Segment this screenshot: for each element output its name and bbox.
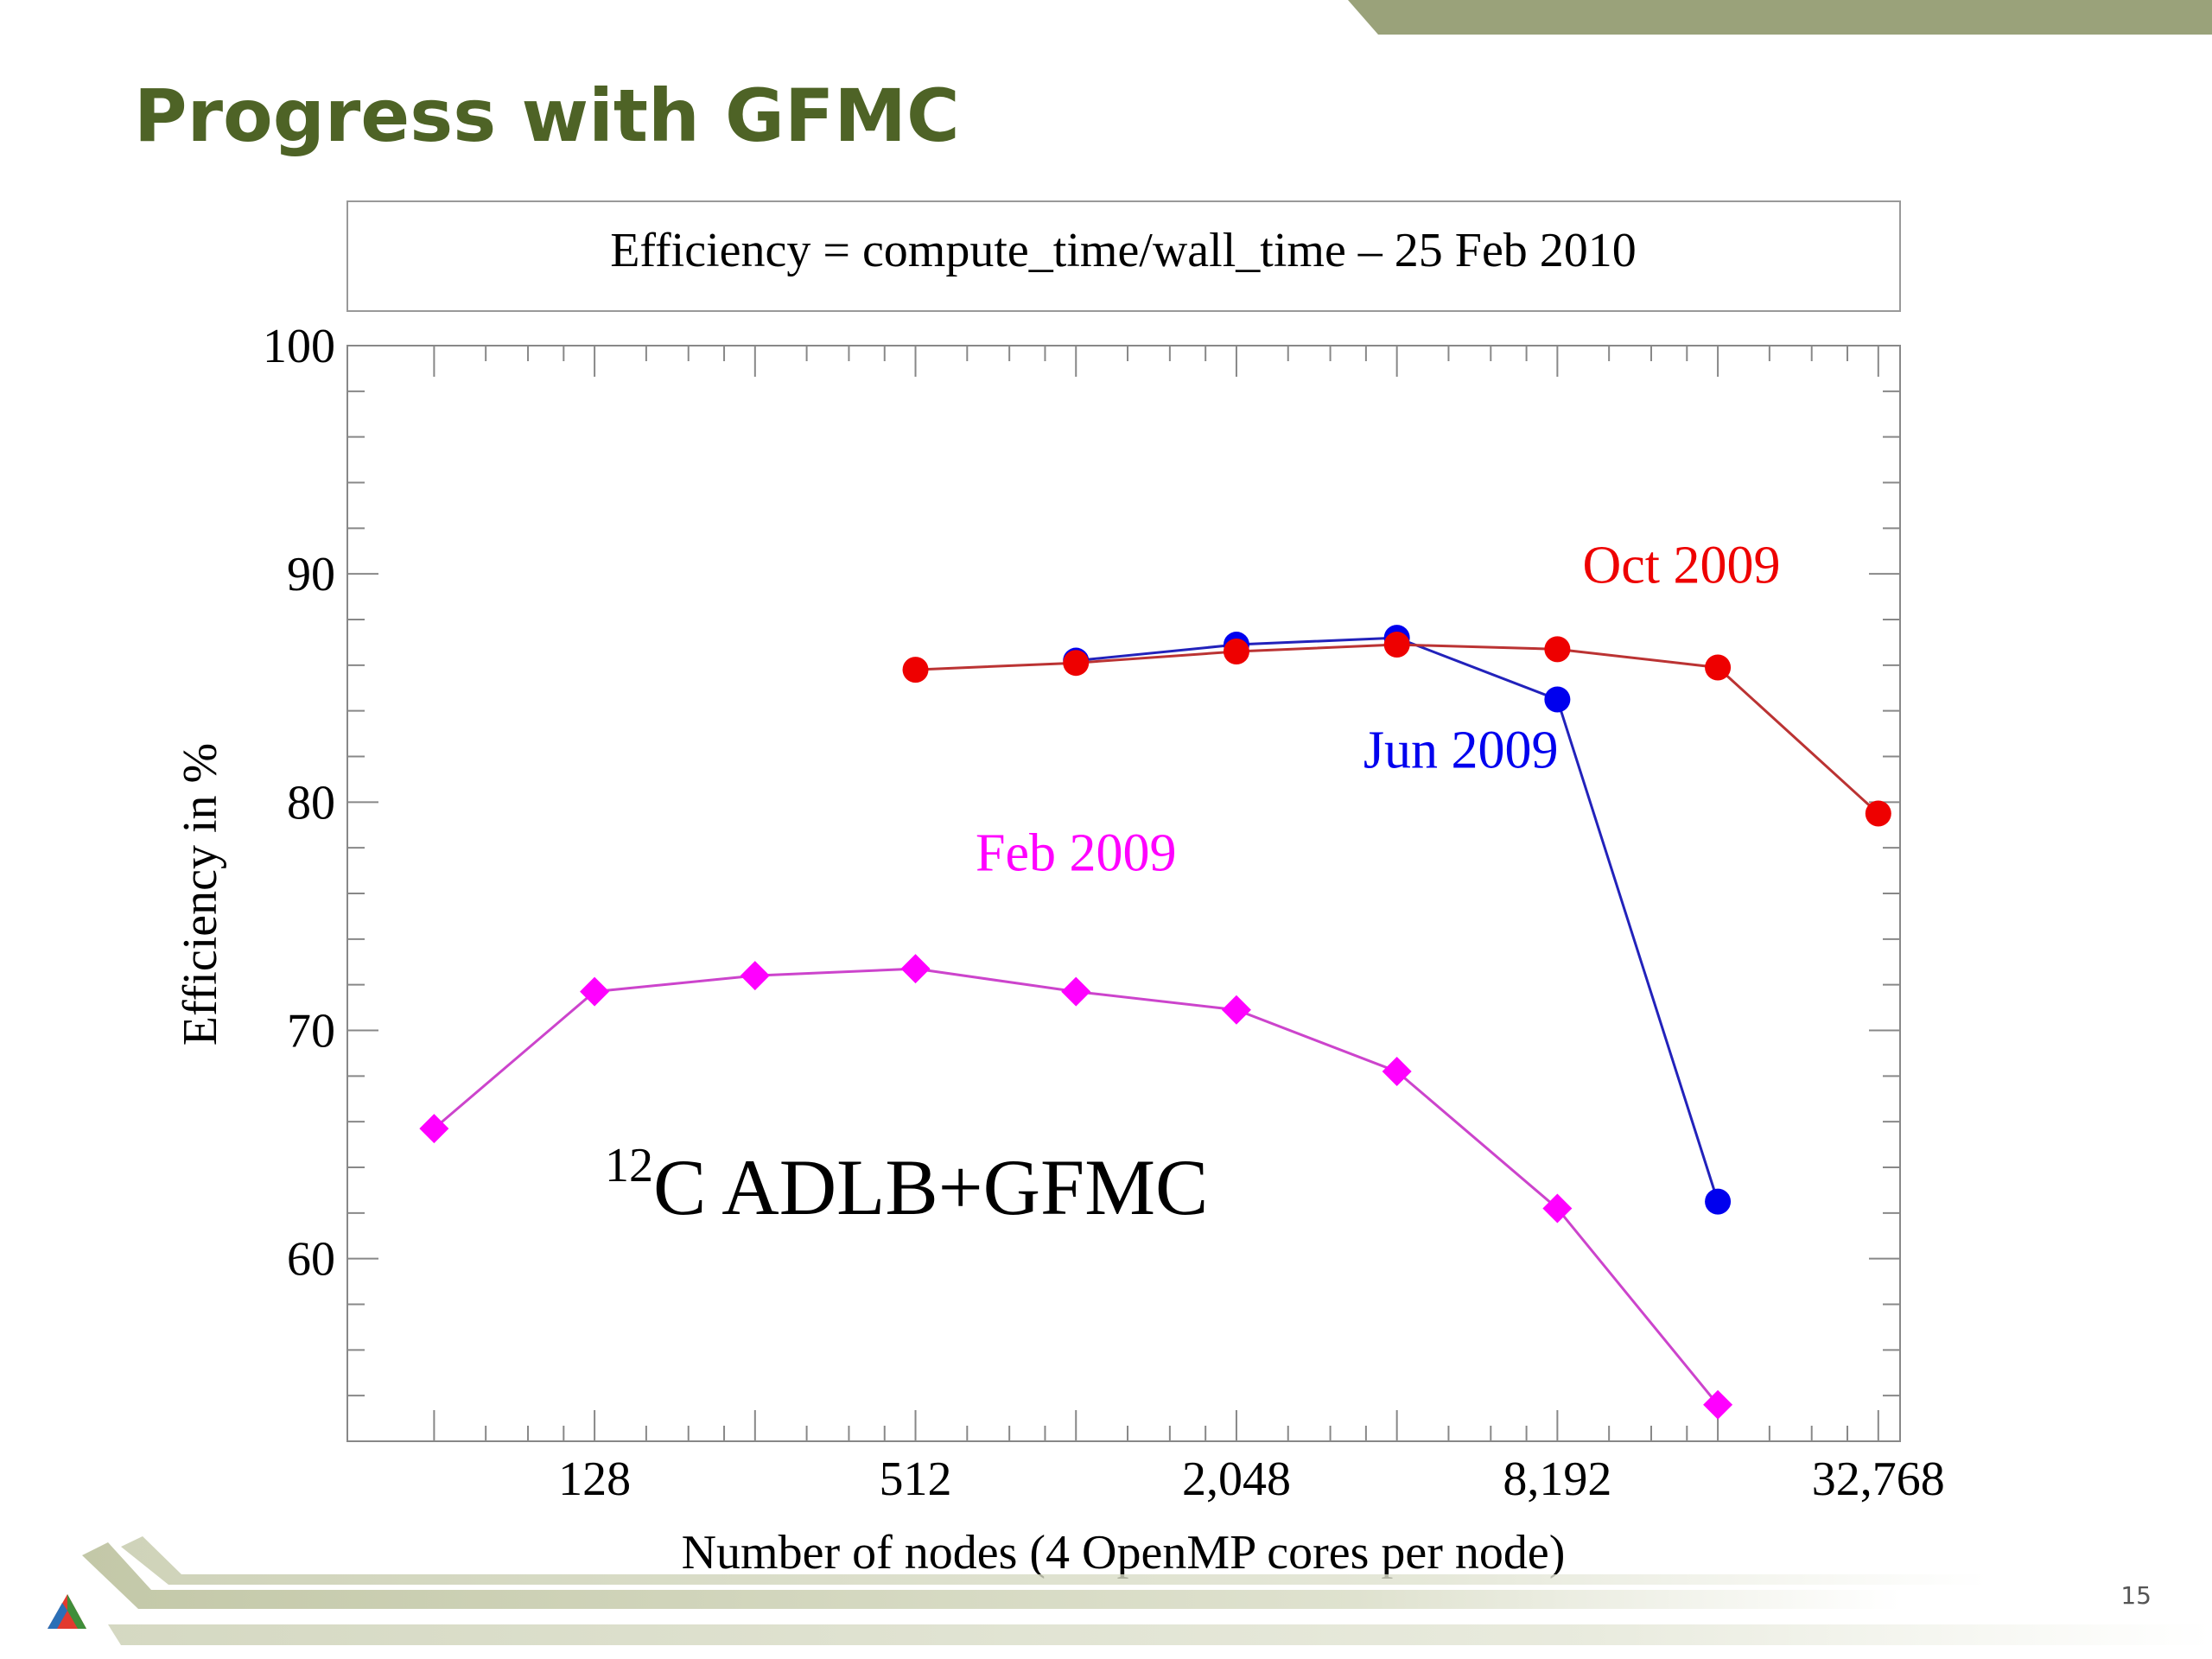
y-tick-label: 90	[287, 548, 335, 601]
series-feb-2009: Feb 2009	[419, 824, 1733, 1420]
logo-icon	[48, 1594, 86, 1629]
chart-title: Efficiency = compute_time/wall_time – 25…	[610, 224, 1637, 277]
data-point	[900, 954, 931, 984]
footer-decoration	[48, 1536, 2212, 1645]
y-tick-label: 60	[287, 1233, 335, 1287]
y-axis-label: Efficiency in %	[174, 743, 227, 1046]
data-point	[1865, 800, 1891, 827]
data-point	[1063, 650, 1090, 677]
series-jun-2009: Jun 2009	[1063, 625, 1732, 1215]
data-point	[1542, 1193, 1573, 1224]
data-point	[1382, 1057, 1412, 1087]
data-point	[1703, 1389, 1733, 1420]
data-point	[1221, 995, 1251, 1025]
data-point	[1383, 632, 1410, 658]
data-point	[419, 1114, 449, 1144]
header-band	[1348, 0, 2212, 35]
annotation-superscript: 12	[605, 1139, 653, 1192]
data-point	[740, 961, 770, 991]
data-point	[902, 657, 929, 683]
chart-title-box	[346, 200, 1901, 312]
plot-area	[346, 345, 1901, 1442]
x-tick-label: 32,768	[1812, 1452, 1945, 1506]
x-tick-label: 2,048	[1182, 1452, 1291, 1506]
x-tick-label: 128	[558, 1452, 631, 1506]
data-point	[1061, 976, 1091, 1007]
page-number: 15	[2120, 1581, 2152, 1610]
y-tick-label: 70	[287, 1005, 335, 1058]
y-tick-label: 100	[263, 320, 335, 373]
x-tick-label: 512	[880, 1452, 952, 1506]
chart-annotation: 12C ADLB+GFMC	[605, 1139, 1208, 1231]
x-axis-label: Number of nodes (4 OpenMP cores per node…	[682, 1526, 1566, 1580]
x-tick-label: 8,192	[1503, 1452, 1611, 1506]
data-point	[1705, 1188, 1732, 1215]
series-label: Jun 2009	[1363, 721, 1559, 780]
series-oct-2009: Oct 2009	[902, 537, 1891, 827]
axis-tick-labels: 128 512 2,048 8,192 32,768 60 70 80 90 100	[263, 320, 1945, 1506]
data-point	[1544, 636, 1571, 663]
data-point	[1544, 686, 1571, 713]
series-label: Oct 2009	[1582, 537, 1780, 595]
slide-title: Progress with GFMC	[134, 73, 960, 158]
data-point	[1705, 654, 1732, 681]
y-tick-label: 80	[287, 776, 335, 830]
axis-ticks	[347, 345, 1900, 1442]
data-series: Feb 2009 Jun 2009 Oct 2009	[419, 537, 1891, 1420]
series-label: Feb 2009	[976, 824, 1177, 883]
data-point	[1223, 638, 1249, 664]
data-point	[580, 976, 610, 1007]
annotation-text: C ADLB+GFMC	[653, 1143, 1208, 1231]
